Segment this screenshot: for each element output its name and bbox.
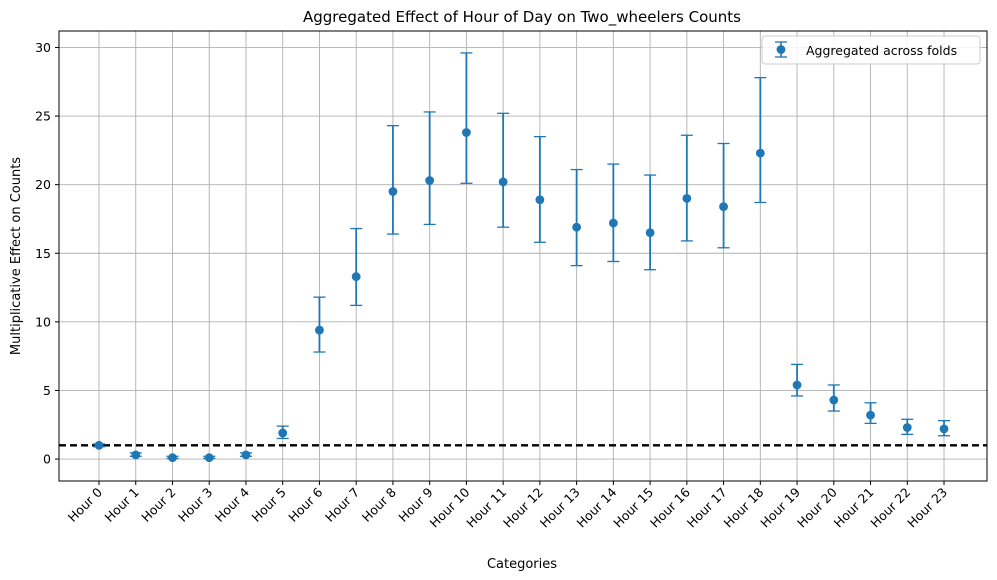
data-point bbox=[388, 187, 398, 196]
data-point bbox=[315, 325, 324, 335]
data-point bbox=[351, 272, 361, 281]
chart-title: Aggregated Effect of Hour of Day on Two_… bbox=[303, 8, 741, 27]
x-tick-label: Hour 7 bbox=[322, 485, 362, 525]
data-point bbox=[535, 195, 545, 205]
y-tick-label: 20 bbox=[35, 177, 51, 192]
x-tick-label: Hour 5 bbox=[248, 485, 288, 525]
legend: Aggregated across folds bbox=[761, 35, 981, 65]
data-point bbox=[94, 440, 104, 450]
data-point bbox=[608, 218, 618, 228]
x-tick-label: Hour 23 bbox=[904, 485, 950, 531]
data-point bbox=[755, 148, 765, 158]
data-point bbox=[131, 450, 141, 460]
x-tick-label: Hour 8 bbox=[359, 484, 399, 524]
legend-box bbox=[761, 35, 981, 65]
data-point bbox=[572, 222, 582, 232]
legend-marker bbox=[775, 41, 787, 58]
series-layer bbox=[93, 52, 951, 463]
data-point bbox=[866, 410, 875, 420]
x-tick-label: Hour 6 bbox=[285, 484, 325, 524]
data-point bbox=[902, 423, 912, 432]
legend-label: Aggregated across folds bbox=[806, 43, 957, 58]
y-tick-label: 0 bbox=[43, 452, 51, 467]
y-axis-label: Multiplicative Effect on Counts bbox=[9, 157, 24, 355]
x-tick-label: Hour 1 bbox=[102, 485, 142, 525]
y-tick-label: 15 bbox=[35, 246, 51, 261]
grid bbox=[59, 31, 987, 481]
data-point bbox=[792, 380, 802, 390]
data-point bbox=[829, 395, 839, 405]
y-tick-label: 5 bbox=[43, 383, 51, 398]
data-point bbox=[682, 193, 692, 203]
x-tick-label: Hour 4 bbox=[212, 484, 252, 524]
data-point bbox=[719, 202, 728, 212]
x-tick-label: Hour 3 bbox=[175, 485, 215, 525]
x-axis-label: Categories bbox=[487, 557, 557, 572]
y-tick-label: 25 bbox=[35, 109, 51, 124]
plot-frame bbox=[58, 30, 988, 482]
data-point bbox=[645, 228, 655, 238]
data-point bbox=[168, 453, 177, 463]
data-point bbox=[204, 453, 214, 463]
legend-point bbox=[776, 45, 786, 54]
data-point bbox=[425, 176, 435, 185]
y-tick-label: 10 bbox=[35, 314, 51, 329]
data-point bbox=[939, 424, 949, 434]
data-point bbox=[462, 128, 471, 137]
x-tick-label: Hour 0 bbox=[65, 484, 105, 524]
y-tick-label: 30 bbox=[35, 40, 51, 55]
data-point bbox=[278, 428, 288, 438]
data-point bbox=[241, 450, 251, 460]
x-tick-label: Hour 2 bbox=[138, 485, 178, 525]
data-point bbox=[498, 177, 508, 187]
y-ticks: 0 5 10 15 20 25 30 bbox=[35, 40, 59, 467]
